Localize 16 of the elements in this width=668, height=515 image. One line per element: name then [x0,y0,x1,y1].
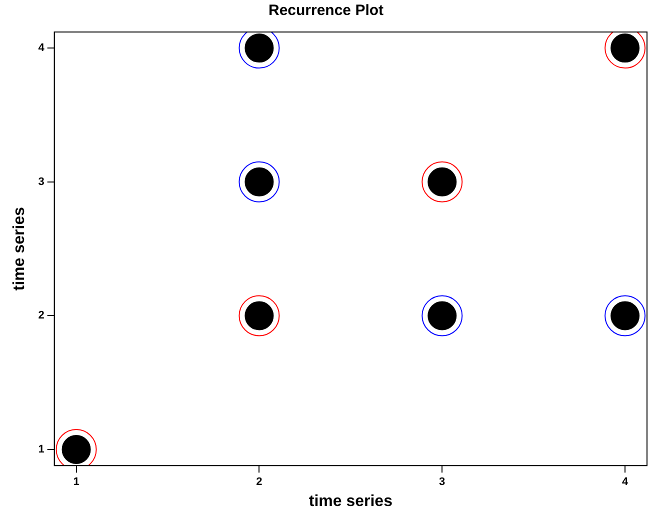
x-tick-label: 4 [622,476,629,488]
y-axis-title: time series [11,206,28,291]
point [604,295,646,336]
x-tick-label: 1 [73,476,80,488]
y-tick-label: 2 [38,310,44,322]
x-tick-label: 2 [256,476,262,488]
y-tick-label: 4 [38,42,46,54]
chart-title: Recurrence Plot [268,2,384,20]
x-axis-title: time series [308,492,393,510]
x-tick-label: 3 [439,476,446,488]
y-tick-label: 1 [38,444,44,456]
point [238,161,280,202]
point [238,295,280,336]
point [422,295,463,336]
point [422,161,463,202]
y-tick-label: 3 [38,176,44,188]
